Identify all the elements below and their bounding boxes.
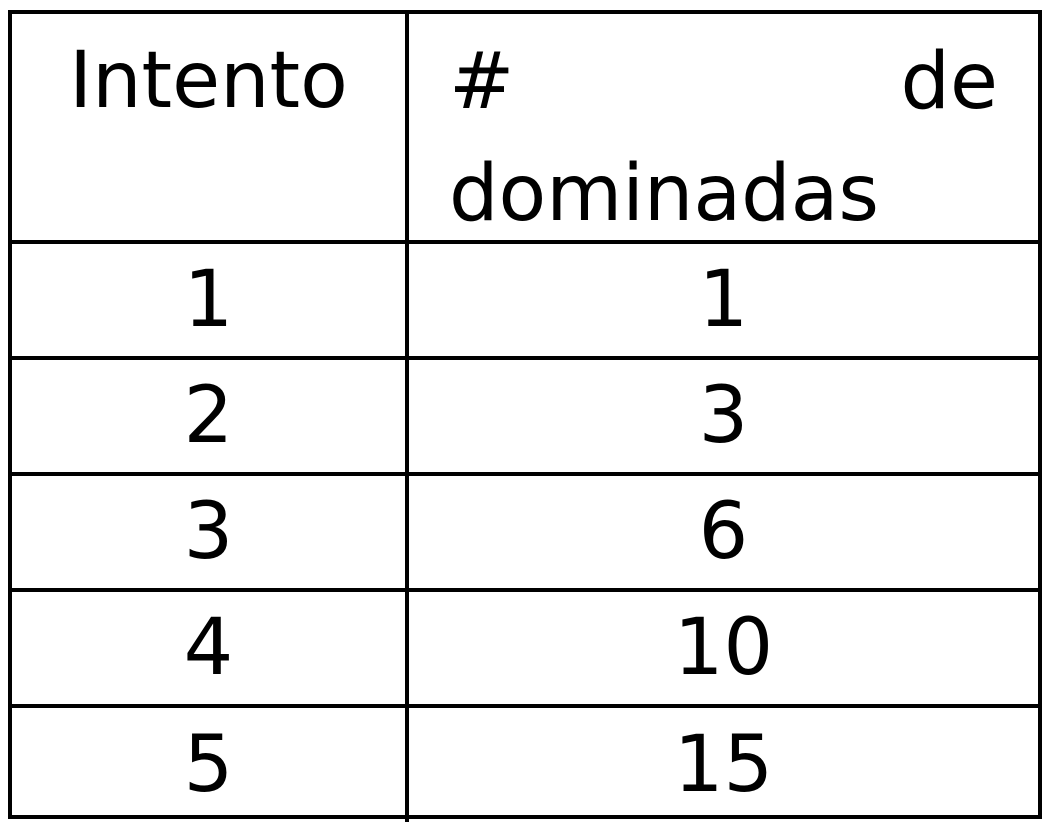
cell-dominadas: 15 — [405, 704, 1038, 822]
cell-intento: 3 — [12, 472, 409, 592]
table-row: 3 6 — [12, 472, 1038, 592]
header-row: Intento # de dominadas — [12, 14, 1038, 244]
cell-intento: 1 — [12, 240, 409, 360]
cell-dominadas: 10 — [405, 588, 1038, 708]
table-row: 5 15 — [12, 704, 1038, 822]
data-table: Intento # de dominadas 1 1 2 3 3 6 4 10 — [8, 10, 1042, 822]
cell-dominadas: 6 — [405, 472, 1038, 592]
cell-intento: 5 — [12, 704, 409, 822]
header-dominadas: # de dominadas — [405, 14, 1038, 244]
table-row: 4 10 — [12, 588, 1038, 708]
table-grid: Intento # de dominadas 1 1 2 3 3 6 4 10 — [12, 14, 1038, 822]
cell-dominadas: 1 — [405, 240, 1038, 360]
table-row: 1 1 — [12, 240, 1038, 360]
header-intento: Intento — [12, 14, 409, 244]
header-dominadas-line1: # de — [449, 42, 998, 154]
table-row: 2 3 — [12, 356, 1038, 476]
header-dominadas-word: dominadas — [449, 149, 880, 239]
cell-intento: 4 — [12, 588, 409, 708]
cell-intento: 2 — [12, 356, 409, 476]
header-de-word: de — [900, 37, 999, 127]
header-hash-symbol: # — [449, 37, 515, 127]
cell-dominadas: 3 — [405, 356, 1038, 476]
